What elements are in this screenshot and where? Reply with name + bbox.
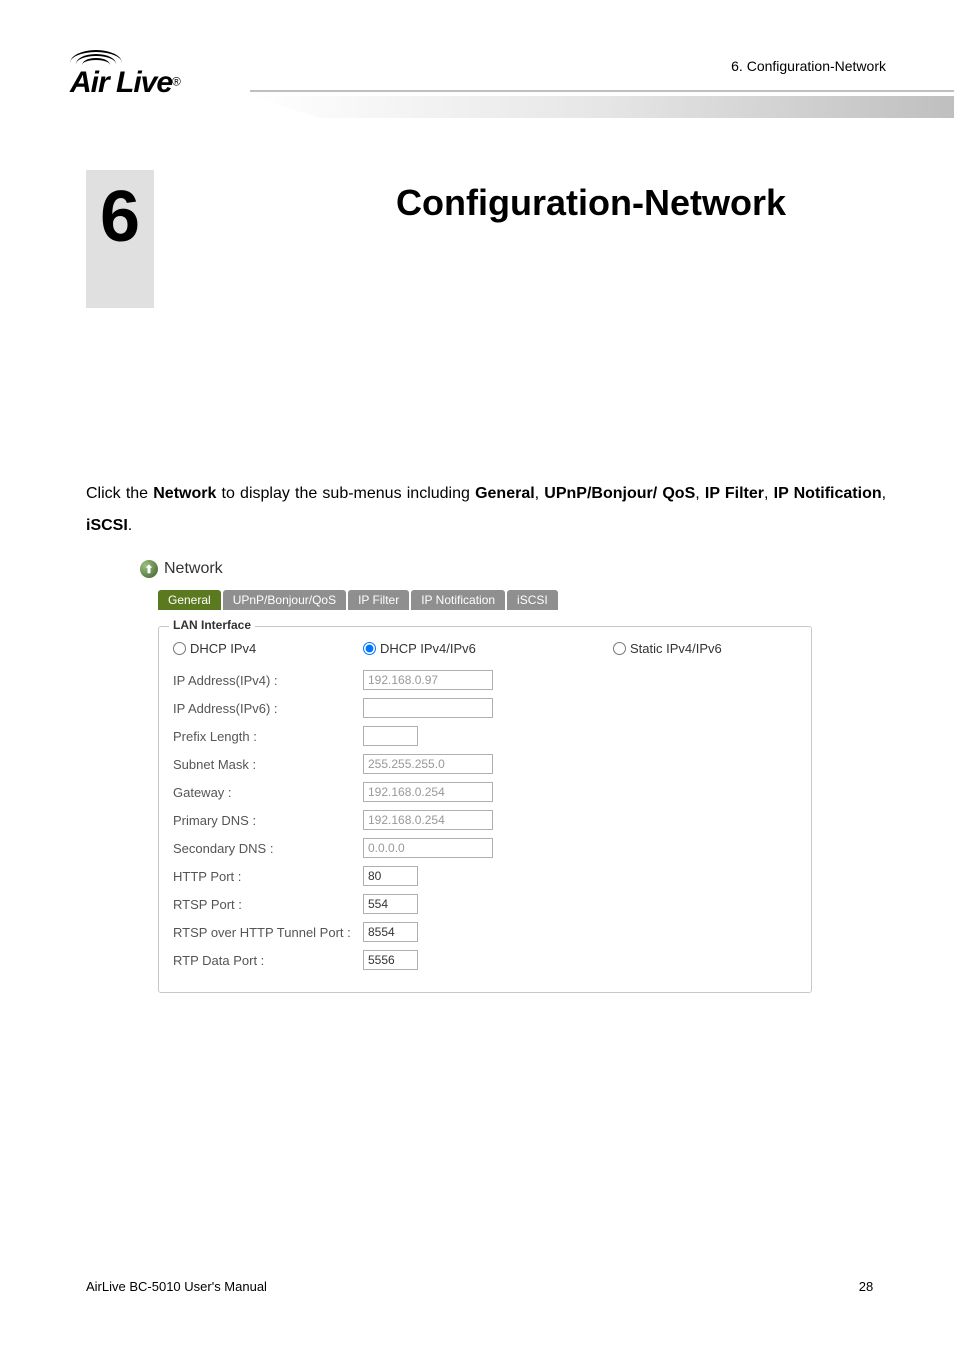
input-primary-dns[interactable] [363, 810, 493, 830]
form-label: Secondary DNS : [173, 841, 363, 856]
form-row: Secondary DNS : [173, 834, 797, 862]
form-label: Subnet Mask : [173, 757, 363, 772]
form-label: RTSP Port : [173, 897, 363, 912]
header-divider [250, 90, 954, 118]
form-row: Subnet Mask : [173, 750, 797, 778]
form-label: Prefix Length : [173, 729, 363, 744]
input-secondary-dns[interactable] [363, 838, 493, 858]
input-subnet-mask[interactable] [363, 754, 493, 774]
form-label: RTP Data Port : [173, 953, 363, 968]
footer-manual-name: AirLive BC-5010 User's Manual [86, 1279, 746, 1294]
network-config-screenshot: ⬆ Network GeneralUPnP/Bonjour/QoSIP Filt… [140, 560, 830, 993]
chapter-title: Configuration-Network [396, 182, 786, 224]
footer-page-number: 28 [846, 1279, 886, 1294]
form-label: IP Address(IPv6) : [173, 701, 363, 716]
tab-ip-notification[interactable]: IP Notification [411, 590, 505, 610]
form-label: IP Address(IPv4) : [173, 673, 363, 688]
radio-dhcp-ipv4-ipv6[interactable]: DHCP IPv4/IPv6 [363, 641, 613, 656]
form-row: Gateway : [173, 778, 797, 806]
input-rtsp-over-http-tunnel-port[interactable] [363, 922, 418, 942]
form-row: HTTP Port : [173, 862, 797, 890]
registered-mark: ® [172, 75, 181, 89]
input-prefix-length[interactable] [363, 726, 418, 746]
network-section-icon: ⬆ [140, 560, 158, 578]
input-gateway[interactable] [363, 782, 493, 802]
form-row: IP Address(IPv6) : [173, 694, 797, 722]
radio-static-ipv4-ipv6[interactable]: Static IPv4/IPv6 [613, 641, 797, 656]
input-http-port[interactable] [363, 866, 418, 886]
wifi-arcs-icon [70, 50, 130, 68]
tab-bar: GeneralUPnP/Bonjour/QoSIP FilterIP Notif… [158, 590, 830, 610]
form-label: Gateway : [173, 785, 363, 800]
form-label: Primary DNS : [173, 813, 363, 828]
chapter-number-box: 6 [86, 170, 154, 308]
input-ip-address-ipv4[interactable] [363, 670, 493, 690]
input-rtp-data-port[interactable] [363, 950, 418, 970]
form-row: RTP Data Port : [173, 946, 797, 974]
form-row: Prefix Length : [173, 722, 797, 750]
tab-general[interactable]: General [158, 590, 221, 610]
form-label: RTSP over HTTP Tunnel Port : [173, 925, 363, 940]
tab-upnp-bonjour-qos[interactable]: UPnP/Bonjour/QoS [223, 590, 346, 610]
form-row: IP Address(IPv4) : [173, 666, 797, 694]
form-row: Primary DNS : [173, 806, 797, 834]
tab-iscsi[interactable]: iSCSI [507, 590, 558, 610]
tab-ip-filter[interactable]: IP Filter [348, 590, 409, 610]
intro-paragraph: Click the Network to display the sub-men… [86, 478, 886, 542]
radio-dhcp-ipv4[interactable]: DHCP IPv4 [173, 641, 363, 656]
form-row: RTSP over HTTP Tunnel Port : [173, 918, 797, 946]
input-ip-address-ipv6[interactable] [363, 698, 493, 718]
breadcrumb: 6. Configuration-Network [731, 58, 886, 74]
brand-logo: Air Live® [70, 50, 181, 100]
input-rtsp-port[interactable] [363, 894, 418, 914]
lan-interface-fieldset: LAN Interface DHCP IPv4 DHCP IPv4/IPv6 S… [158, 626, 812, 993]
section-label: Network [164, 560, 223, 578]
chapter-number: 6 [100, 176, 140, 258]
fieldset-legend: LAN Interface [169, 618, 255, 632]
form-row: RTSP Port : [173, 890, 797, 918]
form-label: HTTP Port : [173, 869, 363, 884]
